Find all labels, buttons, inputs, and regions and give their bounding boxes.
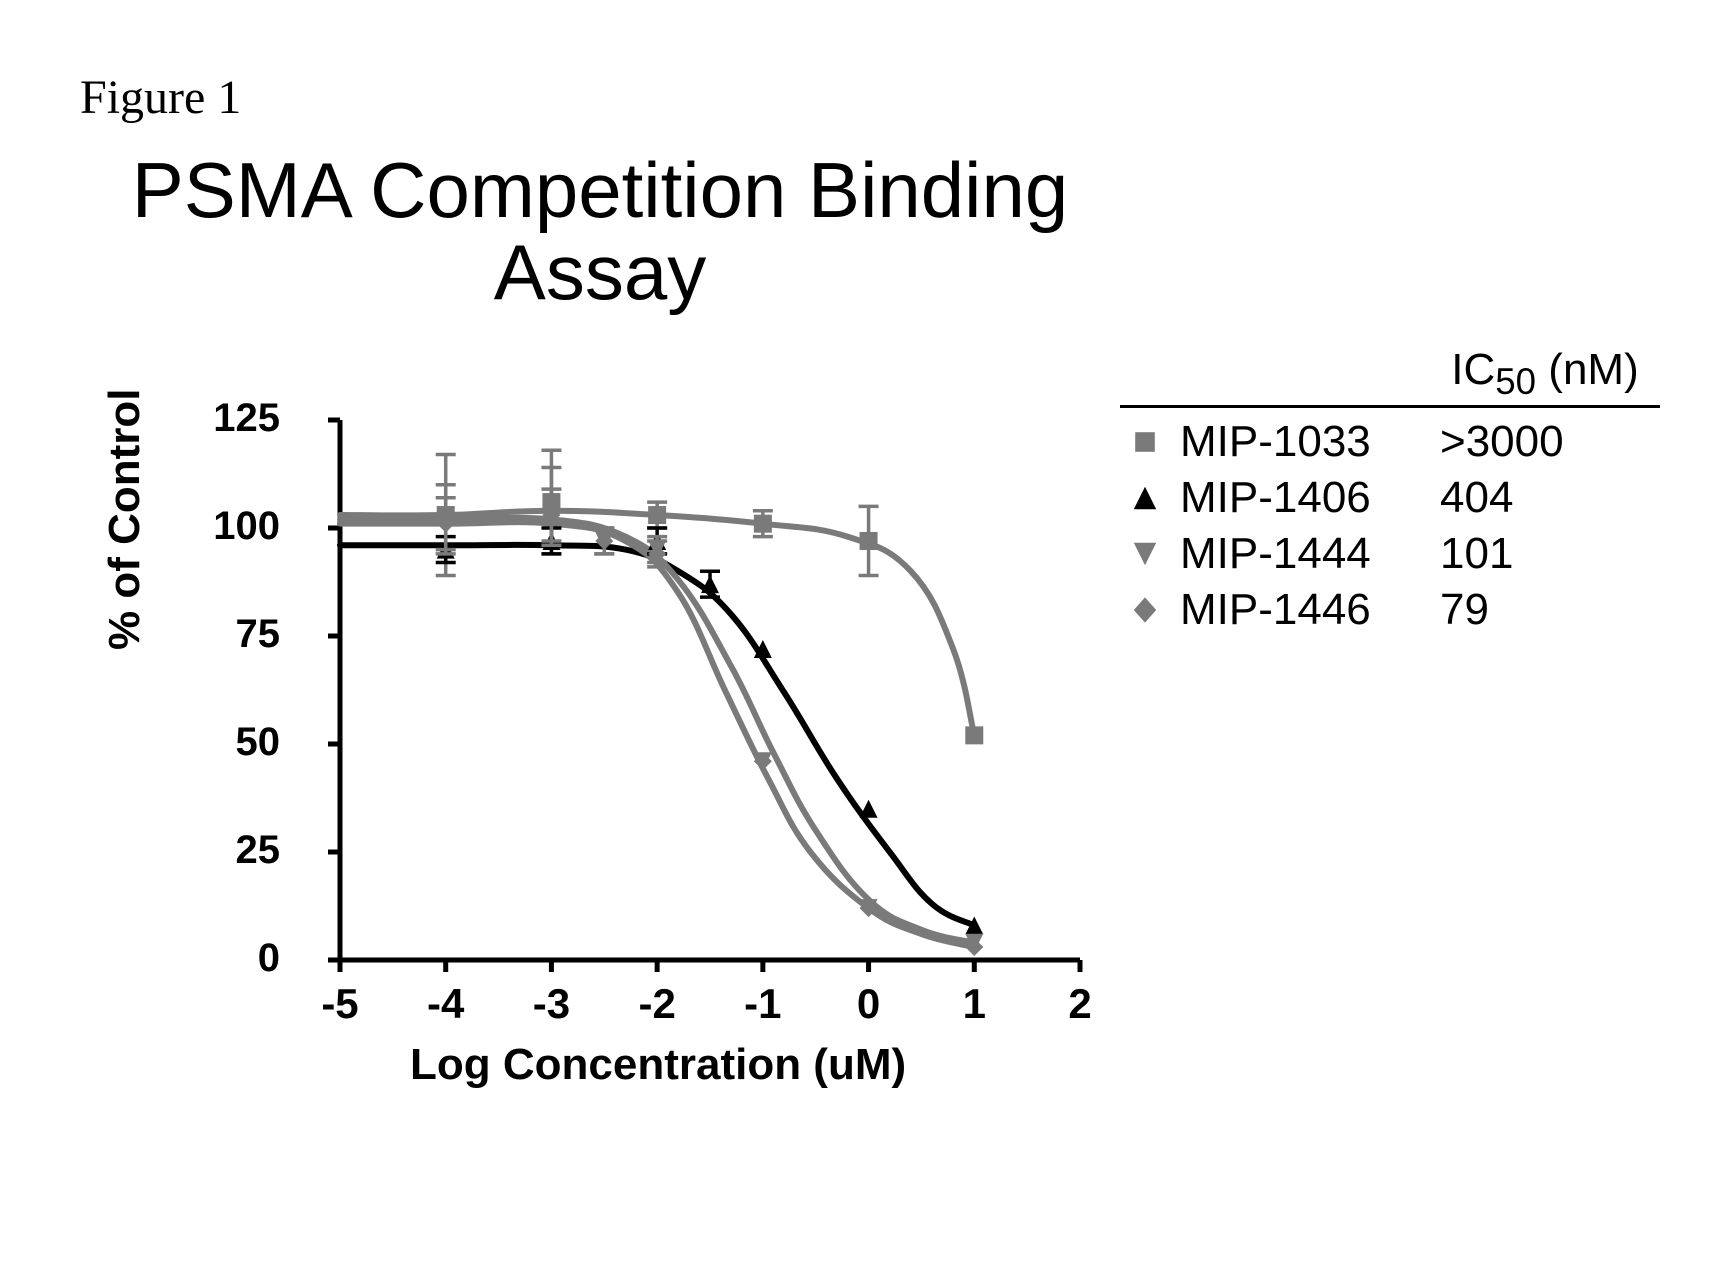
legend-row: MIP-144679 (1120, 582, 1660, 638)
y-tick-label: 100 (190, 504, 280, 549)
chart: % of Control Log Concentration (uM) 0255… (130, 400, 1130, 1100)
legend-row: MIP-1033>3000 (1120, 414, 1660, 470)
y-tick-label: 25 (190, 828, 280, 873)
x-tick-label: 1 (944, 980, 1004, 1028)
legend-item-value: 79 (1440, 585, 1660, 635)
legend-item-value: 101 (1440, 529, 1660, 579)
legend-header: IC50 (nM) (1120, 345, 1660, 408)
x-tick-label: 2 (1050, 980, 1110, 1028)
y-tick-label: 75 (190, 612, 280, 657)
chart-title: PSMA Competition Binding Assay (0, 150, 1200, 314)
title-line-2: Assay (0, 232, 1200, 314)
x-tick-label: 0 (839, 980, 899, 1028)
legend-row: MIP-1444101 (1120, 526, 1660, 582)
y-axis-label: % of Control (100, 388, 150, 650)
title-line-1: PSMA Competition Binding (0, 150, 1200, 232)
y-tick-label: 125 (190, 396, 280, 441)
x-tick-label: -5 (310, 980, 370, 1028)
y-tick-label: 0 (190, 936, 280, 981)
legend-item-label: MIP-1446 (1170, 585, 1440, 635)
legend-item-label: MIP-1406 (1170, 473, 1440, 523)
legend-rows: MIP-1033>3000MIP-1406404MIP-1444101MIP-1… (1120, 414, 1660, 638)
x-axis-label: Log Concentration (uM) (410, 1040, 906, 1090)
x-tick-label: -3 (521, 980, 581, 1028)
x-tick-label: -4 (416, 980, 476, 1028)
legend-item-value: 404 (1440, 473, 1660, 523)
y-tick-label: 50 (190, 720, 280, 765)
legend-row: MIP-1406404 (1120, 470, 1660, 526)
legend-item-label: MIP-1444 (1170, 529, 1440, 579)
legend-item-label: MIP-1033 (1170, 417, 1440, 467)
legend-ic50-header: IC50 (nM) (1430, 345, 1660, 403)
figure-caption: Figure 1 (80, 70, 241, 125)
legend-table: IC50 (nM) MIP-1033>3000MIP-1406404MIP-14… (1120, 345, 1660, 638)
x-tick-label: -1 (733, 980, 793, 1028)
legend-item-value: >3000 (1440, 417, 1660, 467)
x-tick-label: -2 (627, 980, 687, 1028)
